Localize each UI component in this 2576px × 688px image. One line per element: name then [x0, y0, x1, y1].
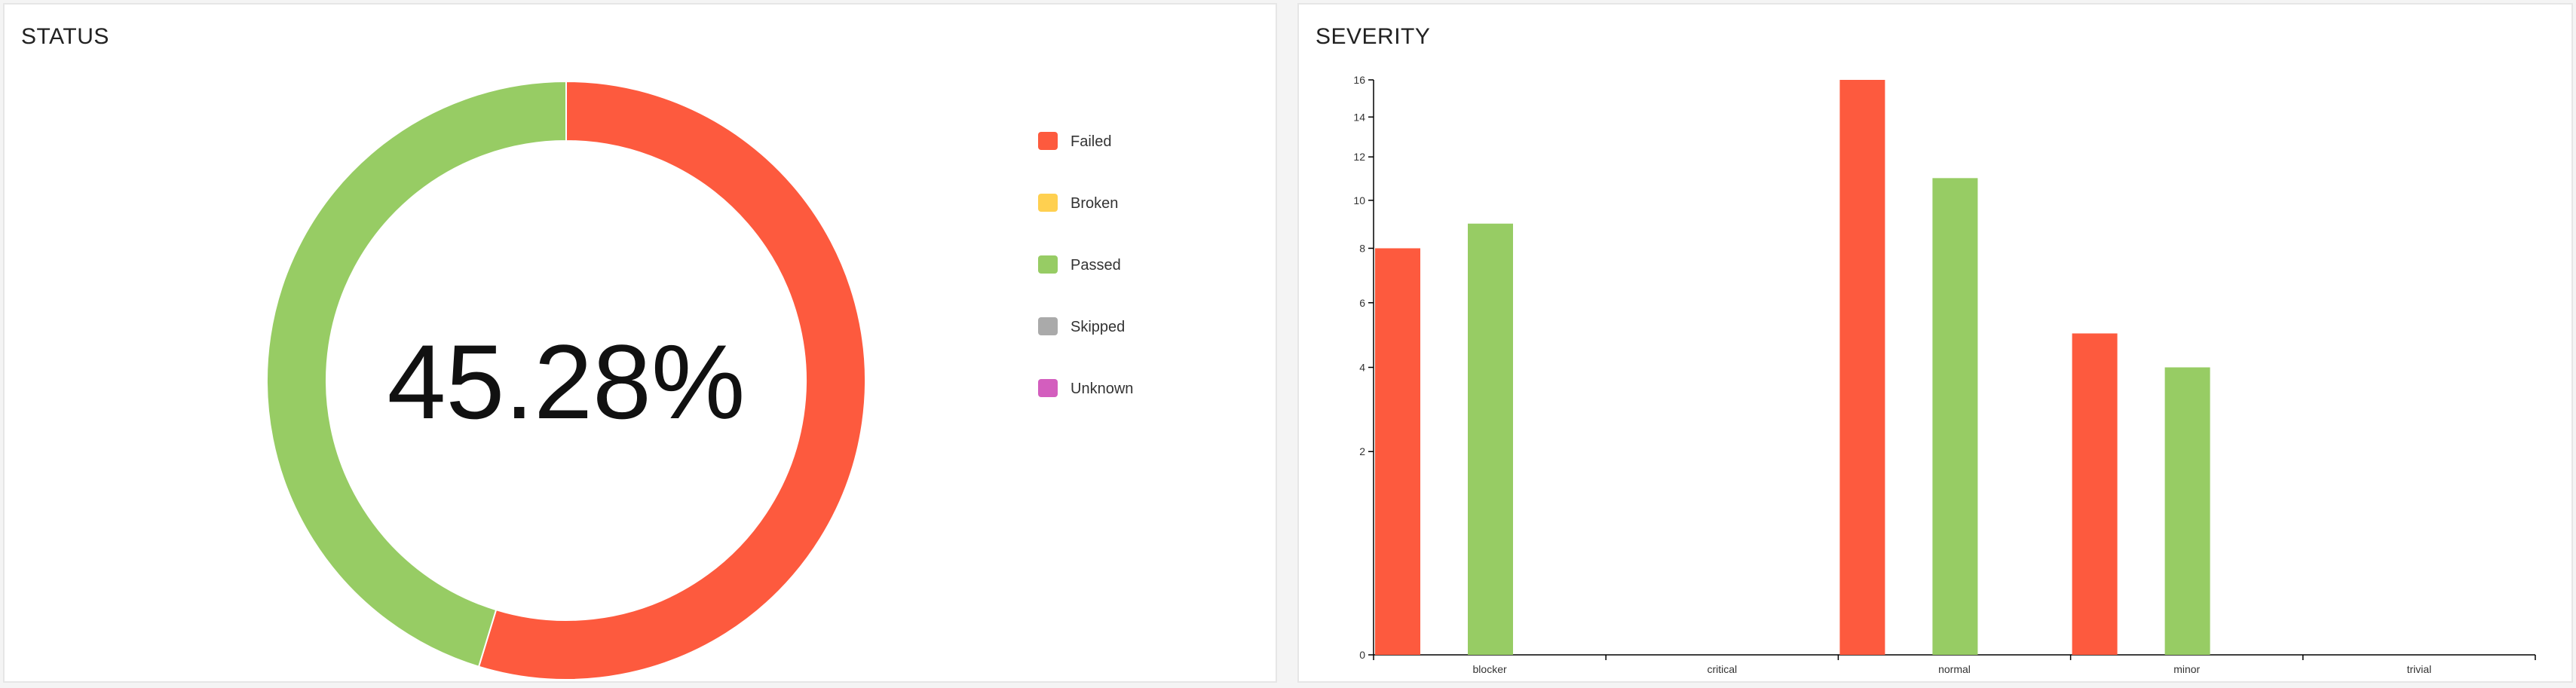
legend-swatch-failed — [1038, 132, 1058, 150]
x-tick-label-critical: critical — [1707, 663, 1737, 675]
legend-swatch-broken — [1038, 194, 1058, 212]
y-tick-label: 8 — [1359, 242, 1365, 254]
severity-panel: SEVERITY 0 2 4 6 8 10 12 14 16 blocker critical nor… — [1297, 3, 2573, 683]
y-tick-label: 10 — [1353, 194, 1365, 206]
donut-slice-failed — [477, 80, 866, 680]
legend-label-skipped: Skipped — [1071, 319, 1125, 335]
y-tick-label: 0 — [1359, 649, 1365, 661]
legend-label-broken: Broken — [1071, 195, 1118, 212]
bar-blocker-failed — [1375, 248, 1420, 655]
legend-label-unknown: Unknown — [1071, 381, 1133, 397]
y-tick-label: 16 — [1353, 74, 1365, 86]
severity-bar-chart: 0 2 4 6 8 10 12 14 16 blocker critical normal minor t… — [1353, 74, 2536, 675]
status-title: STATUS — [21, 24, 109, 49]
bar-minor-failed — [2072, 333, 2118, 655]
legend-swatch-passed — [1038, 255, 1058, 274]
donut-center-label: 45.28% — [387, 323, 746, 441]
donut-slice-passed — [266, 80, 567, 668]
legend-label-passed: Passed — [1071, 257, 1121, 274]
x-tick-label-trivial: trivial — [2407, 663, 2432, 675]
x-tick-label-minor: minor — [2173, 663, 2200, 675]
x-tick-label-normal: normal — [1938, 663, 1971, 675]
bar-minor-passed — [2164, 367, 2210, 655]
y-tick-label: 4 — [1359, 362, 1365, 374]
legend-swatch-skipped — [1038, 317, 1058, 335]
x-tick-label-blocker: blocker — [1473, 663, 1507, 675]
y-tick-label: 2 — [1359, 445, 1365, 457]
legend-label-failed: Failed — [1071, 133, 1111, 150]
y-tick-label: 6 — [1359, 297, 1365, 309]
bar-normal-failed — [1839, 80, 1885, 655]
legend-swatch-unknown — [1038, 379, 1058, 397]
bar-blocker-passed — [1468, 223, 1513, 655]
status-panel: STATUS 45.28% Failed Broken Passed Skipped Un… — [3, 3, 1277, 683]
y-tick-label: 14 — [1353, 111, 1365, 123]
severity-title: SEVERITY — [1316, 24, 1431, 49]
y-tick-label: 12 — [1353, 151, 1365, 163]
bar-normal-passed — [1932, 178, 1978, 655]
status-donut-chart: 45.28% Failed Broken Passed Skipped Unknown — [266, 80, 1133, 680]
